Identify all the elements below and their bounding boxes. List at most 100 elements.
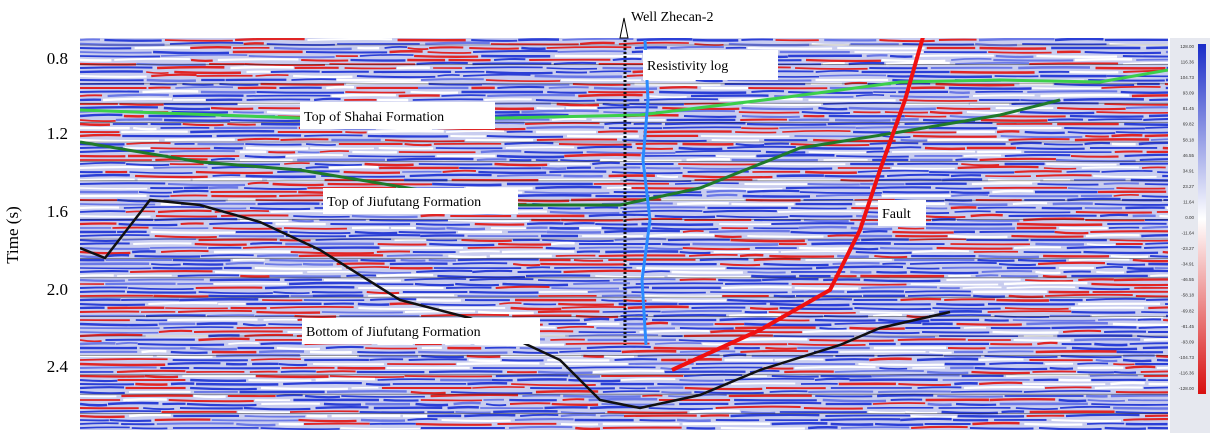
seismic-trace: [454, 403, 481, 404]
seismic-trace: [672, 272, 743, 273]
seismic-trace: [413, 99, 483, 100]
seismic-trace: [867, 55, 888, 56]
seismic-trace: [547, 68, 598, 69]
seismic-trace: [1142, 167, 1166, 168]
seismic-trace: [1070, 116, 1144, 117]
seismic-trace: [566, 343, 650, 344]
seismic-trace: [889, 147, 921, 148]
seismic-trace: [168, 184, 245, 185]
seismic-trace: [175, 87, 233, 88]
seismic-trace: [303, 264, 333, 265]
seismic-trace: [1007, 287, 1076, 288]
seismic-trace: [901, 140, 928, 141]
seismic-trace: [937, 248, 1013, 249]
seismic-trace: [411, 392, 446, 393]
seismic-trace: [129, 415, 171, 416]
seismic-trace: [525, 123, 599, 124]
seismic-trace: [644, 131, 732, 132]
seismic-trace: [80, 235, 149, 236]
seismic-trace: [1087, 423, 1124, 424]
seismic-trace: [1038, 263, 1105, 264]
seismic-trace: [900, 299, 941, 300]
seismic-trace: [195, 244, 247, 245]
seismic-trace: [80, 380, 117, 381]
seismic-trace: [560, 160, 600, 161]
colorbar-label: -34.91: [1181, 262, 1194, 267]
seismic-trace: [903, 44, 974, 45]
seismic-trace: [989, 363, 1043, 364]
seismic-trace: [985, 320, 1009, 321]
seismic-trace: [849, 63, 885, 64]
seismic-trace: [123, 399, 167, 400]
seismic-trace: [1127, 268, 1153, 269]
seismic-trace: [1090, 375, 1138, 376]
seismic-trace: [587, 347, 651, 348]
seismic-trace: [504, 143, 553, 144]
seismic-trace: [936, 84, 1015, 85]
seismic-trace: [159, 331, 192, 332]
seismic-trace: [615, 359, 658, 360]
seismic-trace: [217, 135, 301, 136]
seismic-trace: [484, 99, 531, 100]
seismic-trace: [147, 80, 196, 81]
seismic-trace: [562, 39, 633, 40]
seismic-trace: [898, 339, 966, 340]
seismic-trace: [182, 84, 213, 85]
seismic-trace: [575, 428, 600, 429]
seismic-trace: [743, 196, 810, 197]
seismic-trace: [769, 312, 856, 313]
seismic-trace: [416, 404, 449, 405]
seismic-trace: [802, 331, 866, 332]
seismic-trace: [261, 343, 302, 344]
seismic-trace: [383, 400, 418, 401]
seismic-trace: [981, 120, 1047, 121]
seismic-trace: [1071, 156, 1119, 157]
seismic-trace: [958, 167, 1039, 168]
seismic-trace: [747, 236, 823, 237]
seismic-trace: [244, 408, 311, 409]
seismic-trace: [742, 116, 800, 117]
seismic-trace: [170, 195, 207, 196]
seismic-trace: [740, 255, 763, 256]
seismic-trace: [368, 131, 444, 132]
seismic-trace: [156, 216, 217, 217]
seismic-trace: [520, 415, 558, 416]
seismic-trace: [728, 80, 812, 81]
seismic-trace: [949, 92, 969, 93]
seismic-trace: [510, 403, 550, 404]
seismic-trace: [1121, 92, 1169, 93]
seismic-trace: [636, 268, 725, 269]
seismic-trace: [804, 408, 863, 409]
seismic-trace: [975, 368, 1048, 369]
seismic-trace: [151, 264, 181, 265]
seismic-trace: [722, 287, 792, 288]
seismic-trace: [340, 428, 420, 429]
seismic-trace: [836, 156, 909, 157]
colorbar-label: -116.36: [1179, 370, 1194, 375]
seismic-trace: [654, 315, 727, 316]
seismic-trace: [127, 292, 196, 293]
seismic-trace: [874, 187, 931, 188]
seismic-trace: [521, 48, 545, 49]
seismic-trace: [595, 167, 641, 168]
seismic-trace: [578, 95, 642, 96]
seismic-trace: [1095, 387, 1143, 388]
seismic-trace: [259, 351, 304, 352]
seismic-trace: [550, 212, 619, 213]
seismic-trace: [358, 272, 412, 273]
seismic-trace: [469, 48, 519, 49]
seismic-trace: [905, 116, 946, 117]
seismic-trace: [416, 300, 461, 301]
seismic-trace: [421, 79, 484, 80]
seismic-trace: [324, 280, 401, 281]
seismic-trace: [153, 296, 208, 297]
seismic-trace: [1067, 171, 1100, 172]
seismic-trace: [1085, 143, 1110, 144]
seismic-trace: [854, 308, 931, 309]
seismic-trace: [696, 363, 780, 364]
seismic-trace: [198, 339, 249, 340]
seismic-trace: [326, 87, 354, 88]
seismic-trace: [257, 92, 344, 93]
seismic-trace: [677, 203, 729, 204]
